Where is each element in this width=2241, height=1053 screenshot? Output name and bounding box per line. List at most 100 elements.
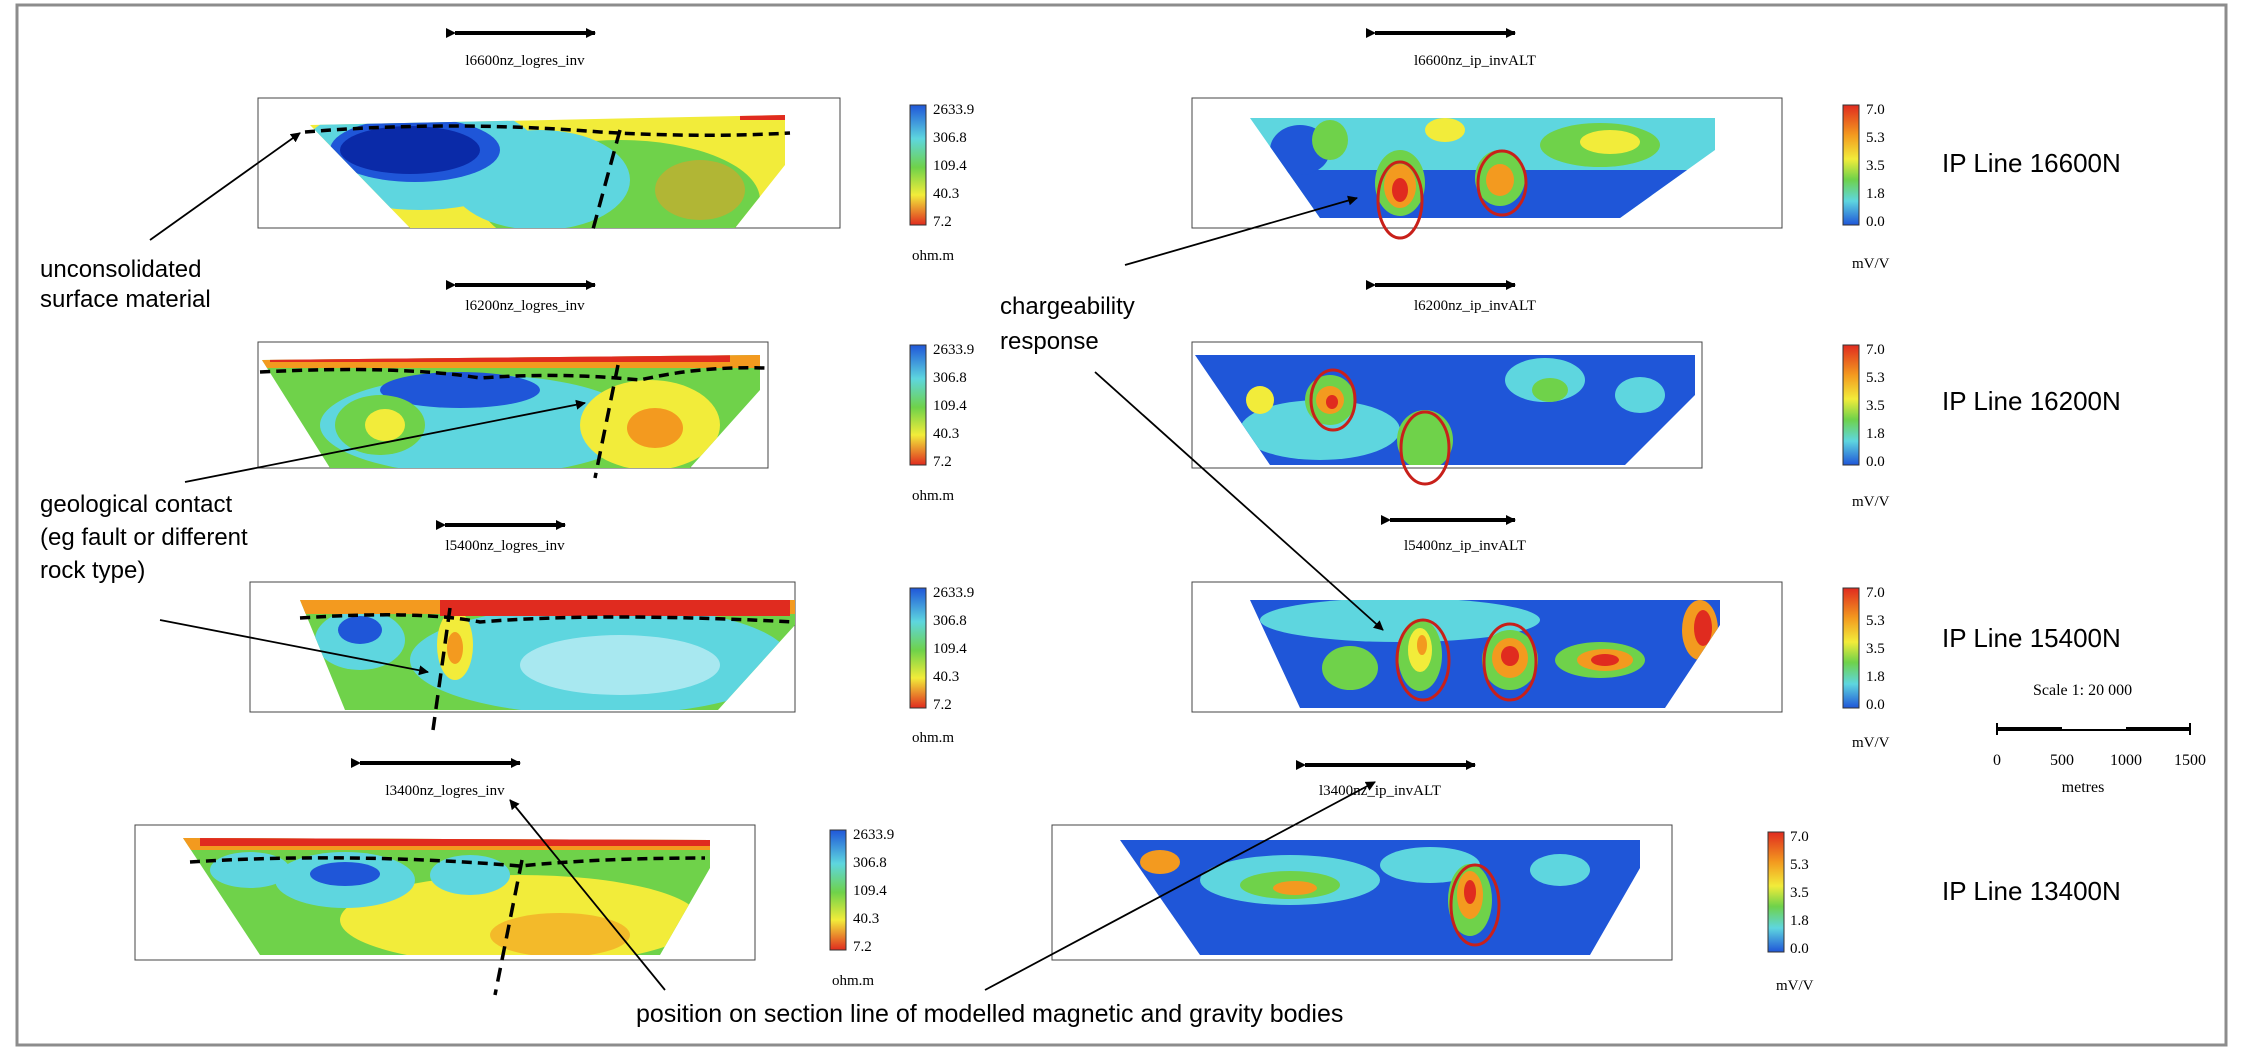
colorbar-strip: [909, 104, 927, 226]
colorbar-strip: [1842, 104, 1860, 226]
chargeability-colorbar: 7.0 5.3 3.5 1.8 0.0 mV/V: [1767, 829, 1814, 994]
colorbar-value: 109.4: [853, 883, 887, 899]
colorbar-value: 306.8: [933, 613, 967, 629]
colorbar-unit: mV/V: [1852, 256, 1890, 272]
resistivity-section-title: l6600nz_logres_inv: [465, 53, 585, 69]
colorbar-value: 3.5: [1866, 398, 1885, 414]
chargeability-section-title: l5400nz_ip_invALT: [1404, 538, 1526, 554]
chargeability-response-ellipse: [1399, 410, 1451, 486]
colorbar-value: 5.3: [1790, 857, 1809, 873]
colorbar-unit: ohm.m: [912, 488, 954, 504]
annotation-text: unconsolidated: [40, 256, 201, 283]
colorbar-value: 7.0: [1866, 102, 1885, 118]
scale-tick-label: 1000: [2110, 752, 2142, 769]
colorbar-value: 306.8: [933, 370, 967, 386]
annotation-chargeability: chargeability response: [1000, 195, 1384, 631]
resistivity-section: [310, 115, 785, 228]
contact-dashed: [590, 129, 622, 234]
annotation-text: surface material: [40, 286, 211, 313]
chargeability-response-ellipse: [1482, 622, 1538, 702]
resistivity-colorbar: 2633.9 306.8 109.4 40.3 7.2 ohm.m: [909, 102, 974, 264]
colorbar-value: 2633.9: [933, 585, 974, 601]
colorbar-value: 5.3: [1866, 370, 1885, 386]
section-13400n: l3400nz_logres_inv 2633.9 306.8 109.4 40…: [134, 758, 2121, 996]
colorbar-value: 7.0: [1790, 829, 1809, 845]
colorbar-value: 5.3: [1866, 613, 1885, 629]
annotation-text: (eg fault or different: [40, 524, 248, 551]
colorbar-value: 3.5: [1866, 158, 1885, 174]
colorbar-unit: mV/V: [1852, 735, 1890, 751]
colorbar-strip: [1842, 344, 1860, 466]
annotation-text: chargeability: [1000, 293, 1135, 320]
section-16600n: l6600nz_logres_inv 2633.9 306.8 109.4 40…: [257, 28, 2121, 272]
colorbar-value: 3.5: [1790, 885, 1809, 901]
colorbar-value: 7.2: [933, 697, 952, 713]
resistivity-colorbar: 2633.9 306.8 109.4 40.3 7.2 ohm.m: [909, 342, 974, 504]
chargeability-response-ellipse: [1376, 160, 1424, 240]
surface-boundary-dashed: [304, 124, 791, 138]
resistivity-section: [300, 600, 795, 710]
colorbar-unit: ohm.m: [912, 730, 954, 746]
colorbar-value: 0.0: [1790, 941, 1809, 957]
chargeability-section: [1120, 840, 1640, 955]
leader-arrow: [984, 781, 1376, 991]
colorbar-value: 7.2: [853, 939, 872, 955]
scale-segment: [1997, 727, 2062, 731]
annotation-text: rock type): [40, 557, 145, 584]
colorbar-value: 306.8: [853, 855, 887, 871]
colorbar-value: 2633.9: [853, 827, 894, 843]
chargeability-section-title: l6200nz_ip_invALT: [1414, 298, 1536, 314]
colorbar-strip: [1767, 831, 1785, 953]
colorbar-value: 0.0: [1866, 454, 1885, 470]
chargeability-response-ellipse: [1476, 149, 1528, 217]
ip-line-label: IP Line 16200N: [1942, 386, 2121, 416]
chargeability-response-ellipse: [1449, 863, 1501, 947]
colorbar-unit: ohm.m: [832, 973, 874, 989]
annotation-contact: geological contact (eg fault or differen…: [40, 399, 586, 676]
chargeability-section: [1250, 118, 1715, 218]
leader-arrow: [149, 132, 301, 241]
colorbar-value: 3.5: [1866, 641, 1885, 657]
chargeability-plot-frame: [1191, 97, 1783, 229]
colorbar-value: 109.4: [933, 641, 967, 657]
colorbar-value: 40.3: [933, 186, 959, 202]
colorbar-value: 1.8: [1866, 186, 1885, 202]
scale-tick-label: 0: [1993, 752, 2001, 769]
scale-bar: Scale 1: 20 000 0 500 1000 1500 metres: [1993, 682, 2206, 796]
resistivity-section-title: l5400nz_logres_inv: [445, 538, 565, 554]
ip-line-label: IP Line 13400N: [1942, 876, 2121, 906]
colorbar-unit: mV/V: [1776, 978, 1814, 994]
chargeability-section: [1195, 355, 1695, 465]
annotation-text: position on section line of modelled mag…: [636, 1000, 1343, 1028]
resistivity-section: [183, 838, 710, 955]
resistivity-colorbar: 2633.9 306.8 109.4 40.3 7.2 ohm.m: [909, 585, 974, 746]
scale-tick-label: 1500: [2174, 752, 2206, 769]
chargeability-section-title: l6600nz_ip_invALT: [1414, 53, 1536, 69]
chargeability-plot-frame: [1191, 581, 1783, 713]
section-16200n: l6200nz_logres_inv 2633.9 306.8 109.4 40…: [257, 280, 2121, 510]
ip-line-label: IP Line 15400N: [1942, 623, 2121, 653]
resistivity-section: [262, 355, 760, 468]
surface-boundary-dashed: [259, 366, 766, 382]
chargeability-response-ellipse: [1309, 368, 1357, 432]
chargeability-section-title: l3400nz_ip_invALT: [1319, 783, 1441, 799]
chargeability-colorbar: 7.0 5.3 3.5 1.8 0.0 mV/V: [1842, 102, 1890, 272]
scale-tick-label: 500: [2050, 752, 2074, 769]
leader-arrow: [1094, 371, 1384, 631]
resistivity-plot-frame: [134, 824, 756, 961]
surface-boundary-dashed: [299, 613, 796, 624]
colorbar-value: 109.4: [933, 158, 967, 174]
colorbar-strip: [1842, 587, 1860, 709]
chargeability-colorbar: 7.0 5.3 3.5 1.8 0.0 mV/V: [1842, 585, 1890, 751]
colorbar-value: 7.0: [1866, 585, 1885, 601]
resistivity-plot-frame: [249, 581, 796, 713]
colorbar-unit: ohm.m: [912, 248, 954, 264]
colorbar-value: 5.3: [1866, 130, 1885, 146]
colorbar-value: 40.3: [933, 426, 959, 442]
colorbar-value: 7.2: [933, 214, 952, 230]
colorbar-value: 40.3: [853, 911, 879, 927]
resistivity-colorbar: 2633.9 306.8 109.4 40.3 7.2 ohm.m: [829, 827, 894, 989]
colorbar-value: 0.0: [1866, 697, 1885, 713]
section-15400n: l5400nz_logres_inv 2633.9 306.8 109.4 40…: [249, 515, 2121, 751]
